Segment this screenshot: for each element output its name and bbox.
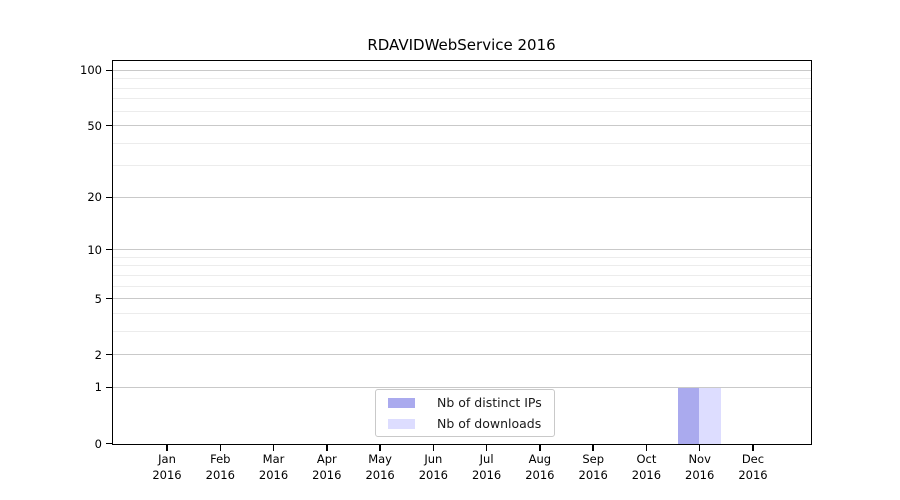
gridline-minor-90 <box>113 78 811 80</box>
x-tick-label-oct: Oct 2016 <box>631 452 662 482</box>
gridline-minor-6 <box>113 285 811 287</box>
gridline-minor-30 <box>113 165 811 167</box>
y-tick-mark-5 <box>106 297 112 300</box>
y-tick-mark-0 <box>106 442 112 445</box>
gridline-major-5 <box>113 298 811 300</box>
x-tick-mark-jan <box>166 445 168 451</box>
x-tick-label-apr: Apr 2016 <box>312 452 342 482</box>
bar-nov-downloads <box>699 387 721 444</box>
gridline-major-1 <box>113 386 811 388</box>
y-tick-mark-20 <box>106 196 112 199</box>
y-tick-mark-100 <box>106 69 112 72</box>
y-tick-label-20: 20 <box>87 190 102 205</box>
legend-row-downloads: Nb of downloads <box>376 416 554 432</box>
x-tick-mark-oct <box>645 445 648 451</box>
x-tick-label-jun: Jun 2016 <box>418 452 448 482</box>
x-tick-mark-mar <box>272 445 275 451</box>
y-tick-mark-2 <box>106 354 112 356</box>
x-tick-label-jul: Jul 2016 <box>471 452 502 482</box>
x-tick-mark-feb <box>219 445 221 451</box>
y-tick-label-50: 50 <box>87 118 102 133</box>
gridline-minor-9 <box>113 256 811 258</box>
x-tick-label-feb: Feb 2016 <box>205 452 235 482</box>
x-tick-mark-jul <box>485 445 488 451</box>
y-tick-mark-1 <box>106 386 112 389</box>
x-tick-label-may: May 2016 <box>365 452 395 482</box>
legend-swatch-distinct-ips <box>388 397 415 408</box>
gridline-major-50 <box>113 125 811 127</box>
x-tick-label-jan: Jan 2016 <box>152 452 182 482</box>
x-tick-mark-nov <box>699 445 701 451</box>
x-tick-label-sep: Sep 2016 <box>578 452 608 482</box>
legend-swatch-downloads <box>388 418 415 429</box>
x-tick-mark-apr <box>326 445 328 451</box>
gridline-major-2 <box>113 354 811 356</box>
gridline-major-20 <box>113 196 811 198</box>
gridline-minor-7 <box>113 274 811 276</box>
legend-label-distinct-ips: Nb of distinct IPs <box>437 394 542 410</box>
legend: Nb of distinct IPs Nb of downloads <box>375 389 555 437</box>
bar-nov-ips <box>677 387 700 444</box>
x-tick-label-aug: Aug 2016 <box>525 452 555 482</box>
gridline-minor-80 <box>113 87 811 89</box>
gridline-minor-3 <box>113 330 811 332</box>
y-tick-label-5: 5 <box>94 291 102 306</box>
legend-row-distinct-ips: Nb of distinct IPs <box>376 395 554 411</box>
gridline-major-100 <box>113 69 811 71</box>
gridline-major-10 <box>113 249 811 251</box>
y-tick-label-10: 10 <box>87 242 102 257</box>
y-tick-mark-10 <box>106 248 112 251</box>
gridline-minor-70 <box>113 98 811 100</box>
x-tick-mark-aug <box>539 445 541 451</box>
legend-label-downloads: Nb of downloads <box>437 415 542 431</box>
y-tick-label-1: 1 <box>94 380 102 395</box>
y-tick-mark-50 <box>106 125 112 127</box>
x-tick-label-nov: Nov 2016 <box>685 452 715 482</box>
gridline-minor-8 <box>113 265 811 267</box>
gridline-minor-60 <box>113 110 811 112</box>
x-tick-mark-may <box>379 445 381 451</box>
x-tick-label-mar: Mar 2016 <box>258 452 289 482</box>
plot-area: Nb of distinct IPs Nb of downloads <box>112 60 812 445</box>
x-tick-mark-jun <box>432 445 435 451</box>
x-tick-mark-sep <box>592 445 594 451</box>
y-tick-label-100: 100 <box>80 63 102 78</box>
x-tick-mark-dec <box>752 445 754 451</box>
y-tick-label-0: 0 <box>94 436 102 451</box>
gridline-minor-40 <box>113 142 811 144</box>
chart-title: RDAVIDWebService 2016 <box>367 36 556 54</box>
x-tick-label-dec: Dec 2016 <box>738 452 768 482</box>
gridline-minor-4 <box>113 312 811 314</box>
y-tick-label-2: 2 <box>94 347 102 362</box>
